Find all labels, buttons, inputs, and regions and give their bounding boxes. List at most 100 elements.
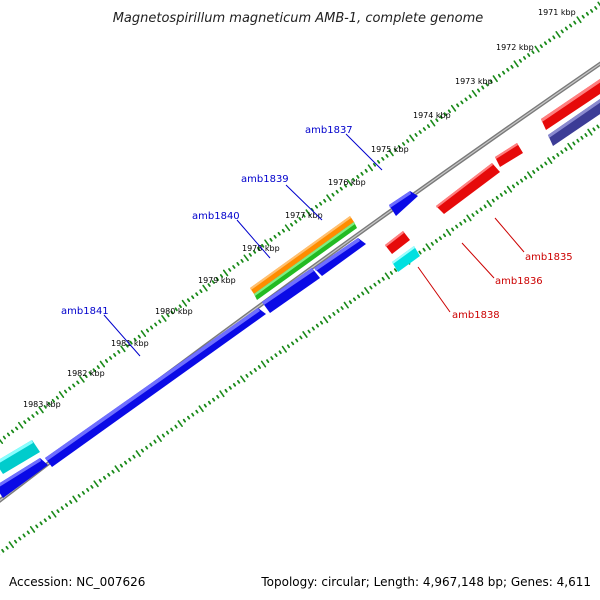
inner-tick-mark xyxy=(479,207,483,212)
outer-tick-mark xyxy=(518,59,522,63)
outer-tick-mark xyxy=(47,401,51,406)
gene-blue-left[interactable] xyxy=(0,458,48,498)
outer-tick-mark xyxy=(88,371,92,376)
inner-tick-mark xyxy=(86,487,90,492)
inner-tick-mark xyxy=(13,539,18,544)
inner-tick-mark xyxy=(596,124,600,129)
outer-tick-mark xyxy=(485,82,489,87)
inner-tick-mark xyxy=(140,448,145,453)
inner-tick-mark xyxy=(245,373,249,378)
gene-amb1839-green[interactable] xyxy=(254,222,357,300)
outer-tick-mark xyxy=(243,254,249,262)
scale-labels: 1971 kbp 1972 kbp 1973 kbp 1974 kbp 1975… xyxy=(23,8,576,409)
inner-tick-mark xyxy=(315,323,320,328)
outer-tick-mark xyxy=(323,198,327,203)
outer-tick-mark xyxy=(298,216,302,221)
gene-amb1839-orange[interactable] xyxy=(250,216,354,294)
gene-label-amb1835[interactable]: amb1835 xyxy=(525,252,573,263)
outer-tick-mark xyxy=(232,265,236,269)
outer-tick-mark xyxy=(137,334,141,339)
outer-tick-mark xyxy=(133,337,137,342)
outer-tick-mark xyxy=(305,209,311,217)
outer-tick-mark xyxy=(252,249,257,254)
outer-tick-mark xyxy=(207,283,211,287)
gene-label-amb1839[interactable]: amb1839 xyxy=(241,174,289,185)
outer-tick-mark xyxy=(430,119,436,127)
outer-tick-mark xyxy=(552,35,556,40)
kbp-label: 1973 kbp xyxy=(455,77,493,86)
inner-tick-mark xyxy=(393,268,398,272)
inner-tick-mark xyxy=(228,385,232,390)
inner-tick-mark xyxy=(369,285,373,290)
outer-tick-mark xyxy=(240,258,244,263)
outer-tick-mark xyxy=(256,246,261,251)
outer-tick-mark xyxy=(555,30,561,38)
inner-tick-mark xyxy=(81,490,85,495)
inner-tick-mark xyxy=(532,170,536,174)
accession-text: Accession: NC_007626 xyxy=(9,575,145,589)
inner-tick-mark xyxy=(348,300,353,305)
outer-tick-mark xyxy=(531,50,535,54)
gene-amb1835[interactable] xyxy=(495,143,523,167)
outer-tick-mark xyxy=(273,234,277,239)
gene-label-amb1836[interactable]: amb1836 xyxy=(495,276,543,287)
inner-tick-mark xyxy=(332,311,336,316)
outer-tick-mark xyxy=(170,310,174,315)
gene-label-amb1841[interactable]: amb1841 xyxy=(61,306,109,317)
inner-tick-mark xyxy=(511,184,516,189)
gene-amb1838-cyan[interactable] xyxy=(392,246,420,272)
gene-amb1838-red[interactable] xyxy=(385,231,410,254)
label-leaders xyxy=(103,133,525,357)
outer-tick-mark xyxy=(202,284,208,292)
outer-tick-mark xyxy=(364,168,368,173)
inner-tick-mark xyxy=(257,365,262,369)
inner-tick-mark xyxy=(319,320,324,325)
outer-tick-mark xyxy=(215,277,220,281)
inner-tick-mark xyxy=(520,178,524,183)
inner-tick-mark xyxy=(266,359,270,364)
inner-tick-mark xyxy=(389,271,394,275)
inner-tick-mark xyxy=(119,463,123,468)
inner-tick-mark xyxy=(425,243,431,251)
inner-tick-mark xyxy=(547,157,553,164)
inner-tick-mark xyxy=(219,390,225,398)
outer-tick-mark xyxy=(460,100,464,105)
gene-red-right[interactable] xyxy=(541,79,600,130)
gene-blue-mid[interactable] xyxy=(262,268,320,313)
gene-amb1841[interactable] xyxy=(45,308,266,467)
inner-tick-mark xyxy=(459,221,463,226)
gene-label-amb1838[interactable]: amb1838 xyxy=(452,310,500,321)
gene-amb1836[interactable] xyxy=(436,163,500,214)
outer-tick-mark xyxy=(277,231,281,236)
inner-tick-mark xyxy=(124,460,128,465)
outer-tick-mark xyxy=(352,177,356,182)
gene-label-amb1837[interactable]: amb1837 xyxy=(305,125,353,136)
inner-tick-mark xyxy=(198,405,204,413)
outer-tick-mark xyxy=(222,269,229,277)
outer-tick-mark xyxy=(68,386,72,391)
gene-amb1837[interactable] xyxy=(389,191,418,216)
inner-tick-mark xyxy=(491,198,495,203)
outer-tick-mark xyxy=(367,164,374,172)
gene-amb1840[interactable] xyxy=(314,238,366,276)
inner-tick-mark xyxy=(111,469,115,474)
gene-navy-right[interactable] xyxy=(548,99,600,146)
gene-labels: amb1837 amb1839 amb1840 amb1841 amb1835 … xyxy=(61,125,573,321)
inner-tick-mark xyxy=(352,297,357,302)
outer-tick-mark xyxy=(79,375,85,383)
outer-tick-mark xyxy=(326,194,332,202)
outer-tick-mark xyxy=(476,88,481,93)
inner-tick-mark xyxy=(430,241,434,246)
map-title: Magnetospirillum magneticum AMB-1, compl… xyxy=(113,11,484,26)
inner-tick-mark xyxy=(107,472,111,477)
outer-tick-mark xyxy=(409,134,415,142)
gene-label-amb1840[interactable]: amb1840 xyxy=(192,211,240,222)
outer-tick-mark xyxy=(269,237,273,242)
inner-tick-mark xyxy=(503,190,508,194)
inner-tick-mark xyxy=(43,518,47,523)
outer-tick-mark xyxy=(161,314,167,322)
inner-tick-mark xyxy=(572,141,576,146)
outer-tick-mark xyxy=(43,404,47,409)
inner-tick-mark xyxy=(174,424,178,429)
gene-cyan-left[interactable] xyxy=(0,440,40,474)
